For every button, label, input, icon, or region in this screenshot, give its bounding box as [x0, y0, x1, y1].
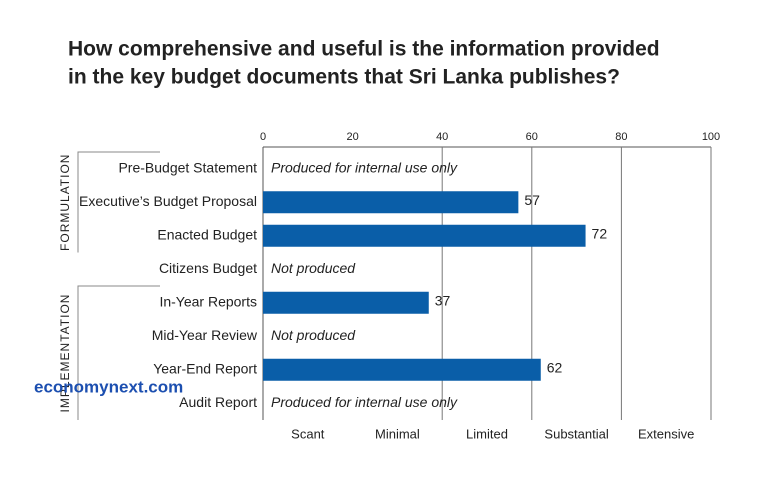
band-label: Extensive	[638, 426, 694, 441]
bar	[263, 191, 519, 214]
category-label: Audit Report	[179, 394, 257, 410]
value-label: 37	[435, 292, 451, 308]
group-label: FORMULATION	[58, 154, 72, 251]
chart-title: in the key budget documents that Sri Lan…	[68, 66, 620, 89]
category-label: Year-End Report	[153, 360, 257, 376]
value-label: 62	[547, 359, 563, 375]
x-tick-label: 60	[526, 131, 538, 143]
category-label: Mid-Year Review	[152, 327, 258, 343]
group-label: IMPLEMENTATION	[58, 294, 72, 413]
group-bracket	[77, 151, 160, 253]
value-label: 72	[592, 225, 608, 241]
group-bracket	[77, 285, 160, 420]
note: Produced for internal use only	[271, 159, 458, 175]
note: Not produced	[271, 327, 356, 343]
bar	[263, 224, 586, 247]
bar	[263, 358, 541, 381]
bar	[263, 291, 429, 314]
chart-title: How comprehensive and useful is the info…	[68, 38, 660, 61]
band-label: Substantial	[544, 426, 608, 441]
band-label: Limited	[466, 426, 508, 441]
x-tick-label: 40	[436, 131, 448, 143]
category-label: In-Year Reports	[159, 293, 257, 309]
watermark: economynext.com	[34, 377, 183, 396]
note: Produced for internal use only	[271, 394, 458, 410]
value-label: 57	[524, 192, 540, 208]
x-tick-label: 80	[615, 131, 627, 143]
category-label: Pre-Budget Statement	[118, 159, 257, 175]
x-tick-label: 0	[260, 131, 266, 143]
band-label: Minimal	[375, 426, 420, 441]
note: Not produced	[271, 260, 356, 276]
x-tick-label: 100	[702, 131, 720, 143]
x-tick-label: 20	[346, 131, 358, 143]
band-label: Scant	[291, 426, 325, 441]
category-label: Citizens Budget	[159, 260, 257, 276]
category-label: Executive’s Budget Proposal	[79, 193, 257, 209]
category-label: Enacted Budget	[157, 226, 257, 242]
